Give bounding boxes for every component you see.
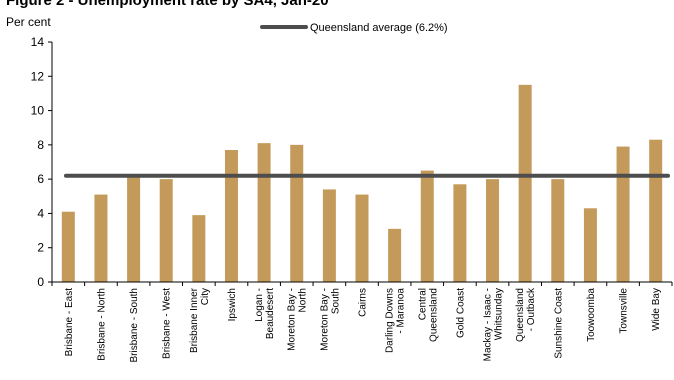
x-category-label: Gold Coast	[455, 288, 466, 338]
bar	[616, 146, 630, 282]
y-tick-label: 0	[37, 275, 44, 289]
x-category-label: Queensland	[428, 288, 439, 342]
bar	[61, 211, 75, 282]
bar	[257, 143, 271, 282]
y-tick-label: 8	[37, 138, 44, 152]
bar	[453, 184, 467, 282]
bar	[518, 84, 532, 282]
legend-label: Queensland average (6.2%)	[310, 22, 448, 34]
x-category-label: - Outback	[526, 287, 537, 331]
x-category-label: Brisbane - South	[129, 288, 140, 363]
x-category-label: Moreton Bay -	[319, 288, 330, 351]
x-category-label: Toowoomba	[586, 288, 597, 342]
x-category-label: Darling Downs	[385, 288, 396, 353]
x-category-label: North	[298, 288, 309, 312]
x-category-label: Moreton Bay -	[287, 288, 298, 351]
bar	[127, 177, 141, 282]
bar	[649, 139, 663, 282]
x-category-label: Brisbane - West	[162, 288, 173, 359]
x-category-label: Brisbane Inner	[189, 287, 200, 353]
y-tick-label: 6	[37, 172, 44, 186]
x-category-label: Brisbane - North	[96, 288, 107, 361]
x-category-label: Whitsunday	[494, 288, 505, 340]
bar	[159, 179, 173, 282]
x-category-label: Sunshine Coast	[553, 288, 564, 359]
x-category-label: Wide Bay	[651, 288, 662, 331]
bar	[355, 194, 369, 282]
y-tick-label: 4	[37, 206, 44, 220]
bar	[224, 150, 238, 282]
bar	[486, 179, 500, 282]
chart-title: Figure 2 - Unemployment rate by SA4, Jan…	[6, 0, 329, 9]
x-category-label: Ipswich	[227, 288, 238, 321]
x-category-label: South	[330, 288, 341, 314]
bar	[322, 189, 336, 282]
x-category-label: Beaudesert	[265, 288, 276, 339]
bar	[94, 194, 108, 282]
bar	[583, 208, 597, 282]
bars	[61, 84, 663, 282]
y-tick-label: 14	[31, 35, 45, 49]
x-category-label: City	[200, 288, 211, 305]
bar	[192, 215, 206, 282]
bar	[551, 179, 565, 282]
x-category-label: Central	[417, 288, 428, 320]
y-tick-label: 2	[37, 241, 44, 255]
y-axis-label: Per cent	[6, 15, 51, 29]
x-category-label: Cairns	[358, 288, 369, 317]
legend: Queensland average (6.2%)	[260, 22, 448, 34]
x-category-label: Brisbane - East	[64, 288, 75, 357]
x-category-label: - Maranoa	[396, 288, 407, 334]
x-category-label: Mackay - Isaac -	[483, 288, 494, 361]
x-category-label: Logan -	[254, 288, 265, 322]
x-category-label: Townsville	[619, 288, 630, 334]
x-category-label: Queensland	[515, 288, 526, 342]
x-axis: Brisbane - East Brisbane - North Brisbane …	[51, 281, 673, 363]
bar	[290, 144, 304, 282]
bar	[420, 170, 434, 282]
y-axis: Per cent 0 2 4 6 8 10 12 14	[6, 15, 53, 289]
y-tick-label: 12	[31, 69, 45, 83]
bar	[388, 228, 402, 282]
y-tick-label: 10	[31, 104, 45, 118]
